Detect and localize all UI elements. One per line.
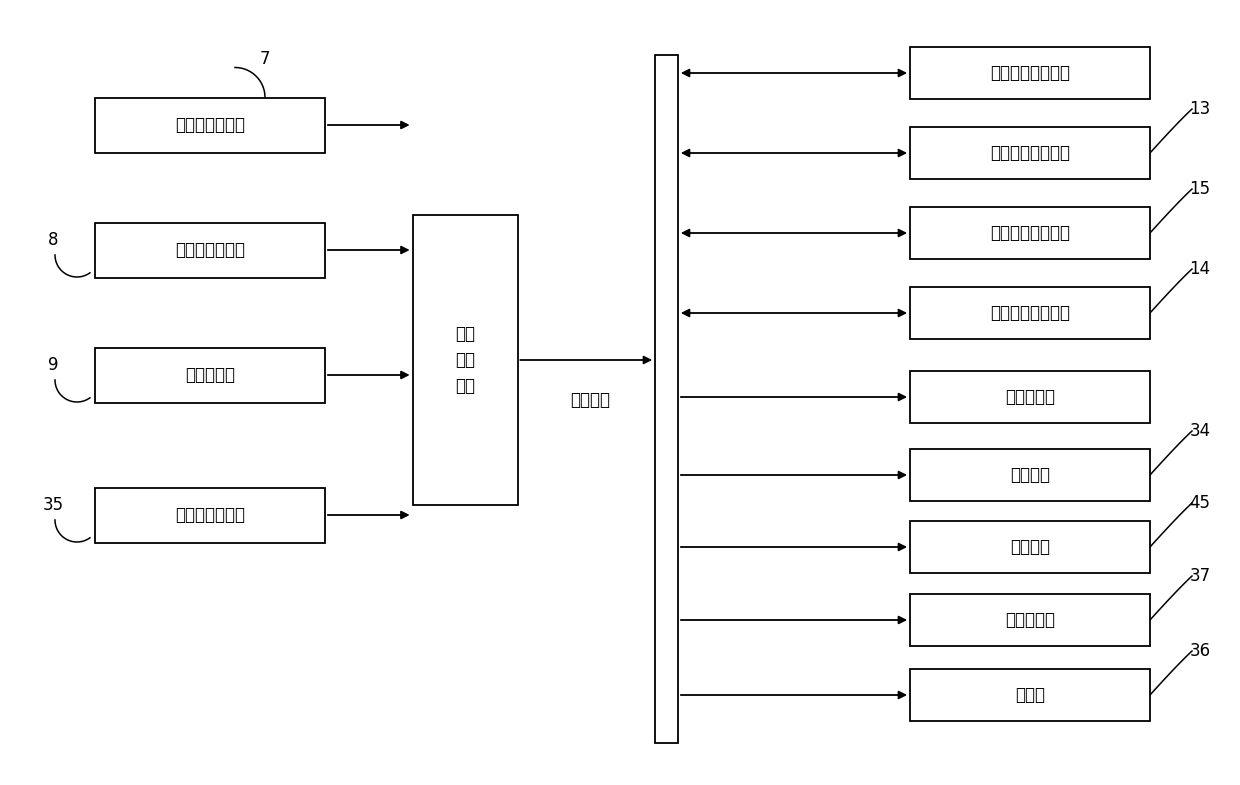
Text: 第二温度传感器: 第二温度传感器 xyxy=(175,506,246,524)
Text: 驱动电机: 驱动电机 xyxy=(1011,538,1050,556)
Text: 34: 34 xyxy=(1189,422,1210,440)
Text: 行进伺服减速电机: 行进伺服减速电机 xyxy=(990,224,1070,242)
Text: 输送伺服减速电机: 输送伺服减速电机 xyxy=(990,304,1070,322)
Bar xyxy=(95,97,325,152)
Bar xyxy=(910,669,1149,721)
Bar xyxy=(910,449,1149,501)
Bar xyxy=(95,487,325,542)
Text: 电控三通阀: 电控三通阀 xyxy=(1004,611,1055,629)
Text: 抽气泵: 抽气泵 xyxy=(1016,686,1045,704)
Text: 35: 35 xyxy=(42,496,63,514)
Text: 7: 7 xyxy=(259,50,270,68)
Text: 数据
采集
模块: 数据 采集 模块 xyxy=(455,325,475,396)
Bar xyxy=(655,55,678,743)
Text: 9: 9 xyxy=(48,356,58,374)
Text: 液压伺服加载系统: 液压伺服加载系统 xyxy=(990,64,1070,82)
Text: 14: 14 xyxy=(1189,260,1210,278)
Text: 第一温度传感器: 第一温度传感器 xyxy=(175,116,246,134)
Text: 13: 13 xyxy=(1189,100,1210,118)
Text: 离心式风机: 离心式风机 xyxy=(1004,388,1055,406)
Text: 控制系统: 控制系统 xyxy=(570,391,610,409)
Bar xyxy=(95,222,325,278)
Text: 开采伺服减速电机: 开采伺服减速电机 xyxy=(990,144,1070,162)
Bar xyxy=(910,47,1149,99)
Text: 应力传感器: 应力传感器 xyxy=(185,366,236,384)
Text: 36: 36 xyxy=(1189,642,1210,660)
Bar xyxy=(910,594,1149,646)
Bar xyxy=(95,348,325,403)
Bar xyxy=(910,371,1149,423)
Text: 45: 45 xyxy=(1189,494,1210,512)
Text: 电加热带: 电加热带 xyxy=(1011,466,1050,484)
Text: 15: 15 xyxy=(1189,180,1210,198)
Text: 气体压力传感器: 气体压力传感器 xyxy=(175,241,246,259)
Bar xyxy=(910,287,1149,339)
Bar xyxy=(413,215,517,505)
Bar xyxy=(910,521,1149,573)
Text: 37: 37 xyxy=(1189,567,1210,585)
Text: 8: 8 xyxy=(48,231,58,249)
Bar xyxy=(910,207,1149,259)
Bar xyxy=(910,127,1149,179)
